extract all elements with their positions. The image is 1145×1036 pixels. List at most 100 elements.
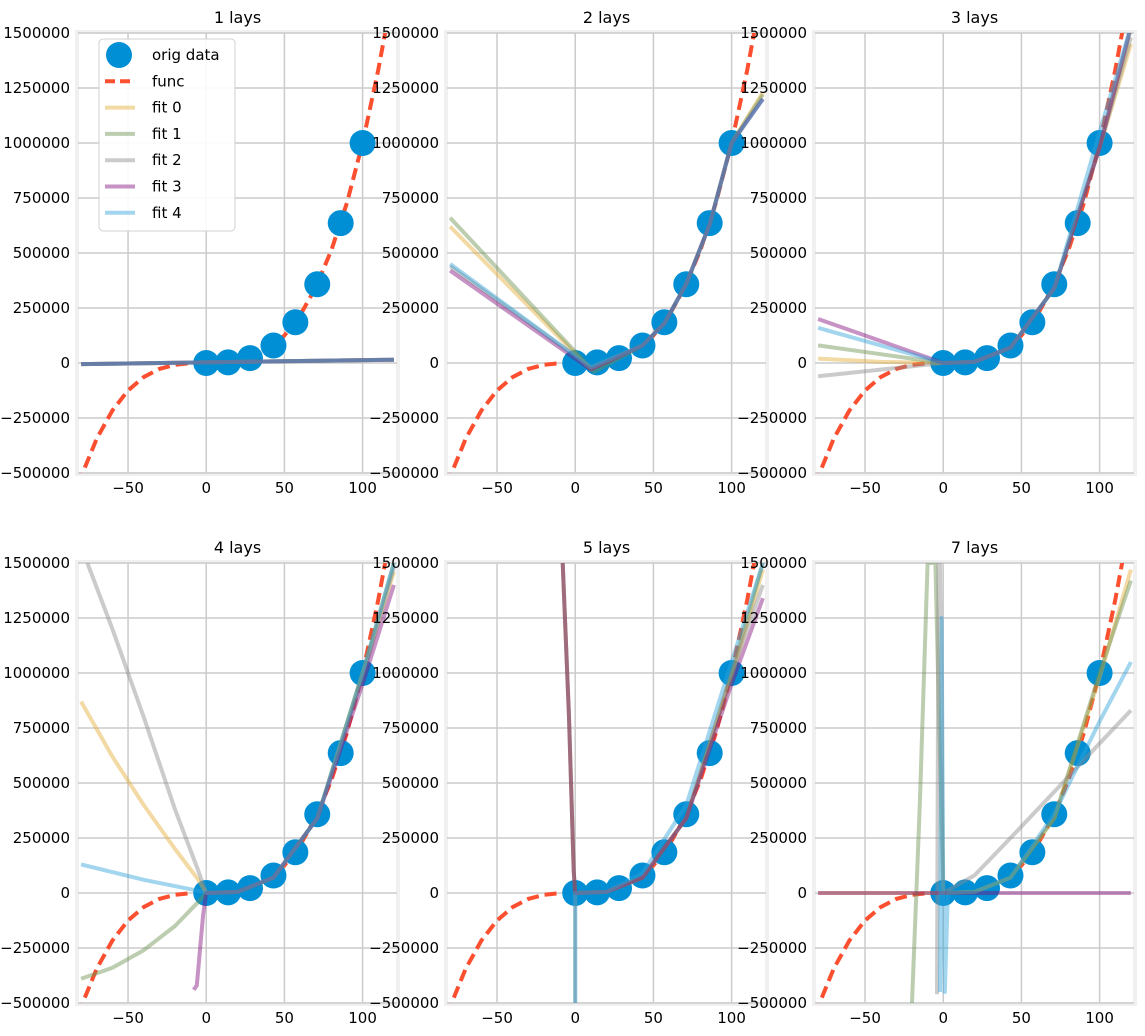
fit-1-line — [560, 563, 765, 895]
legend-marker-orig-data — [106, 42, 132, 68]
fit-0-line — [560, 563, 765, 895]
orig-data-point — [584, 879, 611, 906]
orig-data-point — [1041, 271, 1068, 298]
legend-label: fit 0 — [152, 99, 182, 117]
subplot-title: 7 lays — [951, 538, 998, 557]
y-tick-label: 500000 — [13, 774, 70, 792]
legend-box — [98, 38, 236, 232]
orig-data-point — [930, 880, 957, 906]
x-tick-label: 50 — [275, 1009, 294, 1027]
y-tick-label: 0 — [797, 354, 807, 372]
orig-data-point — [718, 660, 745, 686]
y-tick-label: 0 — [797, 884, 807, 902]
orig-data-point — [327, 740, 354, 767]
y-tick-label: 0 — [60, 884, 70, 902]
fit-4-line — [80, 563, 396, 895]
x-tick-label: 0 — [938, 1009, 948, 1027]
x-tick-label: 0 — [201, 479, 211, 497]
y-tick-label: 250000 — [750, 829, 807, 847]
y-tick-label: 1500000 — [3, 24, 70, 42]
fit-2-line — [448, 97, 765, 370]
orig-data-point — [1019, 839, 1046, 866]
plot-area — [817, 33, 1133, 473]
subplot-title: 4 lays — [214, 538, 261, 557]
y-tick-label: 1500000 — [372, 24, 439, 42]
y-tick-label: 500000 — [382, 244, 439, 262]
fit-3-line — [448, 97, 765, 372]
fit-4-line — [817, 33, 1132, 365]
fit-2-line — [81, 357, 394, 367]
fit-1-line — [910, 563, 1133, 1003]
orig-data-point — [606, 345, 633, 372]
y-tick-label: 1000000 — [372, 134, 439, 152]
orig-data-point — [215, 349, 242, 376]
x-tick-label: 50 — [644, 479, 663, 497]
y-tick-label: 1000000 — [372, 664, 439, 682]
y-tick-label: 1250000 — [740, 79, 807, 97]
x-tick-label: −50 — [481, 479, 513, 497]
plot-area — [79, 563, 396, 1003]
func-line — [449, 563, 757, 1003]
func-line — [449, 33, 757, 473]
y-tick-label: 1250000 — [3, 79, 70, 97]
orig-data-point — [952, 349, 979, 376]
orig-data-point — [952, 879, 979, 906]
y-tick-label: 1000000 — [740, 664, 807, 682]
fit-0-line — [448, 91, 765, 372]
orig-data-point — [260, 332, 287, 359]
orig-data-point — [349, 660, 376, 686]
orig-data-point — [215, 879, 242, 906]
x-tick-label: 0 — [570, 1009, 580, 1027]
x-tick-label: 0 — [938, 479, 948, 497]
x-tick-label: 0 — [201, 1009, 211, 1027]
legend-label: fit 4 — [152, 204, 182, 222]
x-tick-label: 50 — [644, 1009, 663, 1027]
legend: orig data func fit 0 fit 1 fit 2 fit 3 fit 4 — [98, 38, 236, 232]
x-tick-label: 50 — [275, 479, 294, 497]
subplot-2: −50 0 50 100 −500000 −250000 0 250000 500000 7500… — [369, 8, 769, 497]
y-tick-label: 1500000 — [740, 554, 807, 572]
y-tick-label: 500000 — [13, 244, 70, 262]
y-tick-label: 750000 — [382, 719, 439, 737]
fit-3-line — [192, 584, 396, 991]
orig-data-point — [349, 130, 376, 156]
x-tick-label: 100 — [1085, 1009, 1114, 1027]
fit-4-line — [573, 563, 765, 1003]
y-tick-label: −250000 — [0, 939, 70, 957]
y-tick-label: −250000 — [737, 939, 807, 957]
y-tick-label: 1000000 — [3, 664, 70, 682]
y-tick-label: 250000 — [750, 299, 807, 317]
x-tick-label: 100 — [717, 1009, 746, 1027]
orig-data-point — [327, 210, 354, 237]
y-tick-label: −500000 — [369, 464, 439, 482]
x-tick-label: −50 — [481, 1009, 513, 1027]
y-tick-label: 750000 — [13, 719, 70, 737]
orig-data-point — [1086, 130, 1113, 156]
y-tick-label: −250000 — [0, 409, 70, 427]
plot-area — [80, 33, 394, 473]
fit-0-line — [818, 569, 1133, 895]
legend-label: func — [152, 72, 185, 90]
x-tick-label: 100 — [717, 479, 746, 497]
x-tick-label: −50 — [112, 1009, 144, 1027]
y-tick-label: −500000 — [0, 464, 70, 482]
y-tick-label: 500000 — [750, 244, 807, 262]
subplot-title: 5 lays — [583, 538, 630, 557]
orig-data-point — [304, 801, 331, 828]
orig-data-point — [997, 862, 1024, 889]
x-tick-label: 100 — [348, 479, 377, 497]
legend-label: orig data — [152, 46, 220, 64]
orig-data-point — [1019, 309, 1046, 336]
y-tick-label: 1000000 — [740, 134, 807, 152]
subplot-5: −50 0 50 100 −500000 −250000 0 250000 500000 7500… — [369, 538, 769, 1027]
subplot-title: 1 lays — [214, 8, 261, 27]
fit-0-line — [81, 357, 394, 367]
fit-0-line — [817, 43, 1133, 365]
fit-4-line — [448, 97, 765, 370]
orig-data-point — [651, 839, 678, 866]
x-tick-label: 100 — [348, 1009, 377, 1027]
y-tick-label: 250000 — [382, 299, 439, 317]
fit-2-line — [817, 36, 1133, 379]
y-tick-label: −250000 — [737, 409, 807, 427]
orig-data-point — [696, 210, 723, 237]
